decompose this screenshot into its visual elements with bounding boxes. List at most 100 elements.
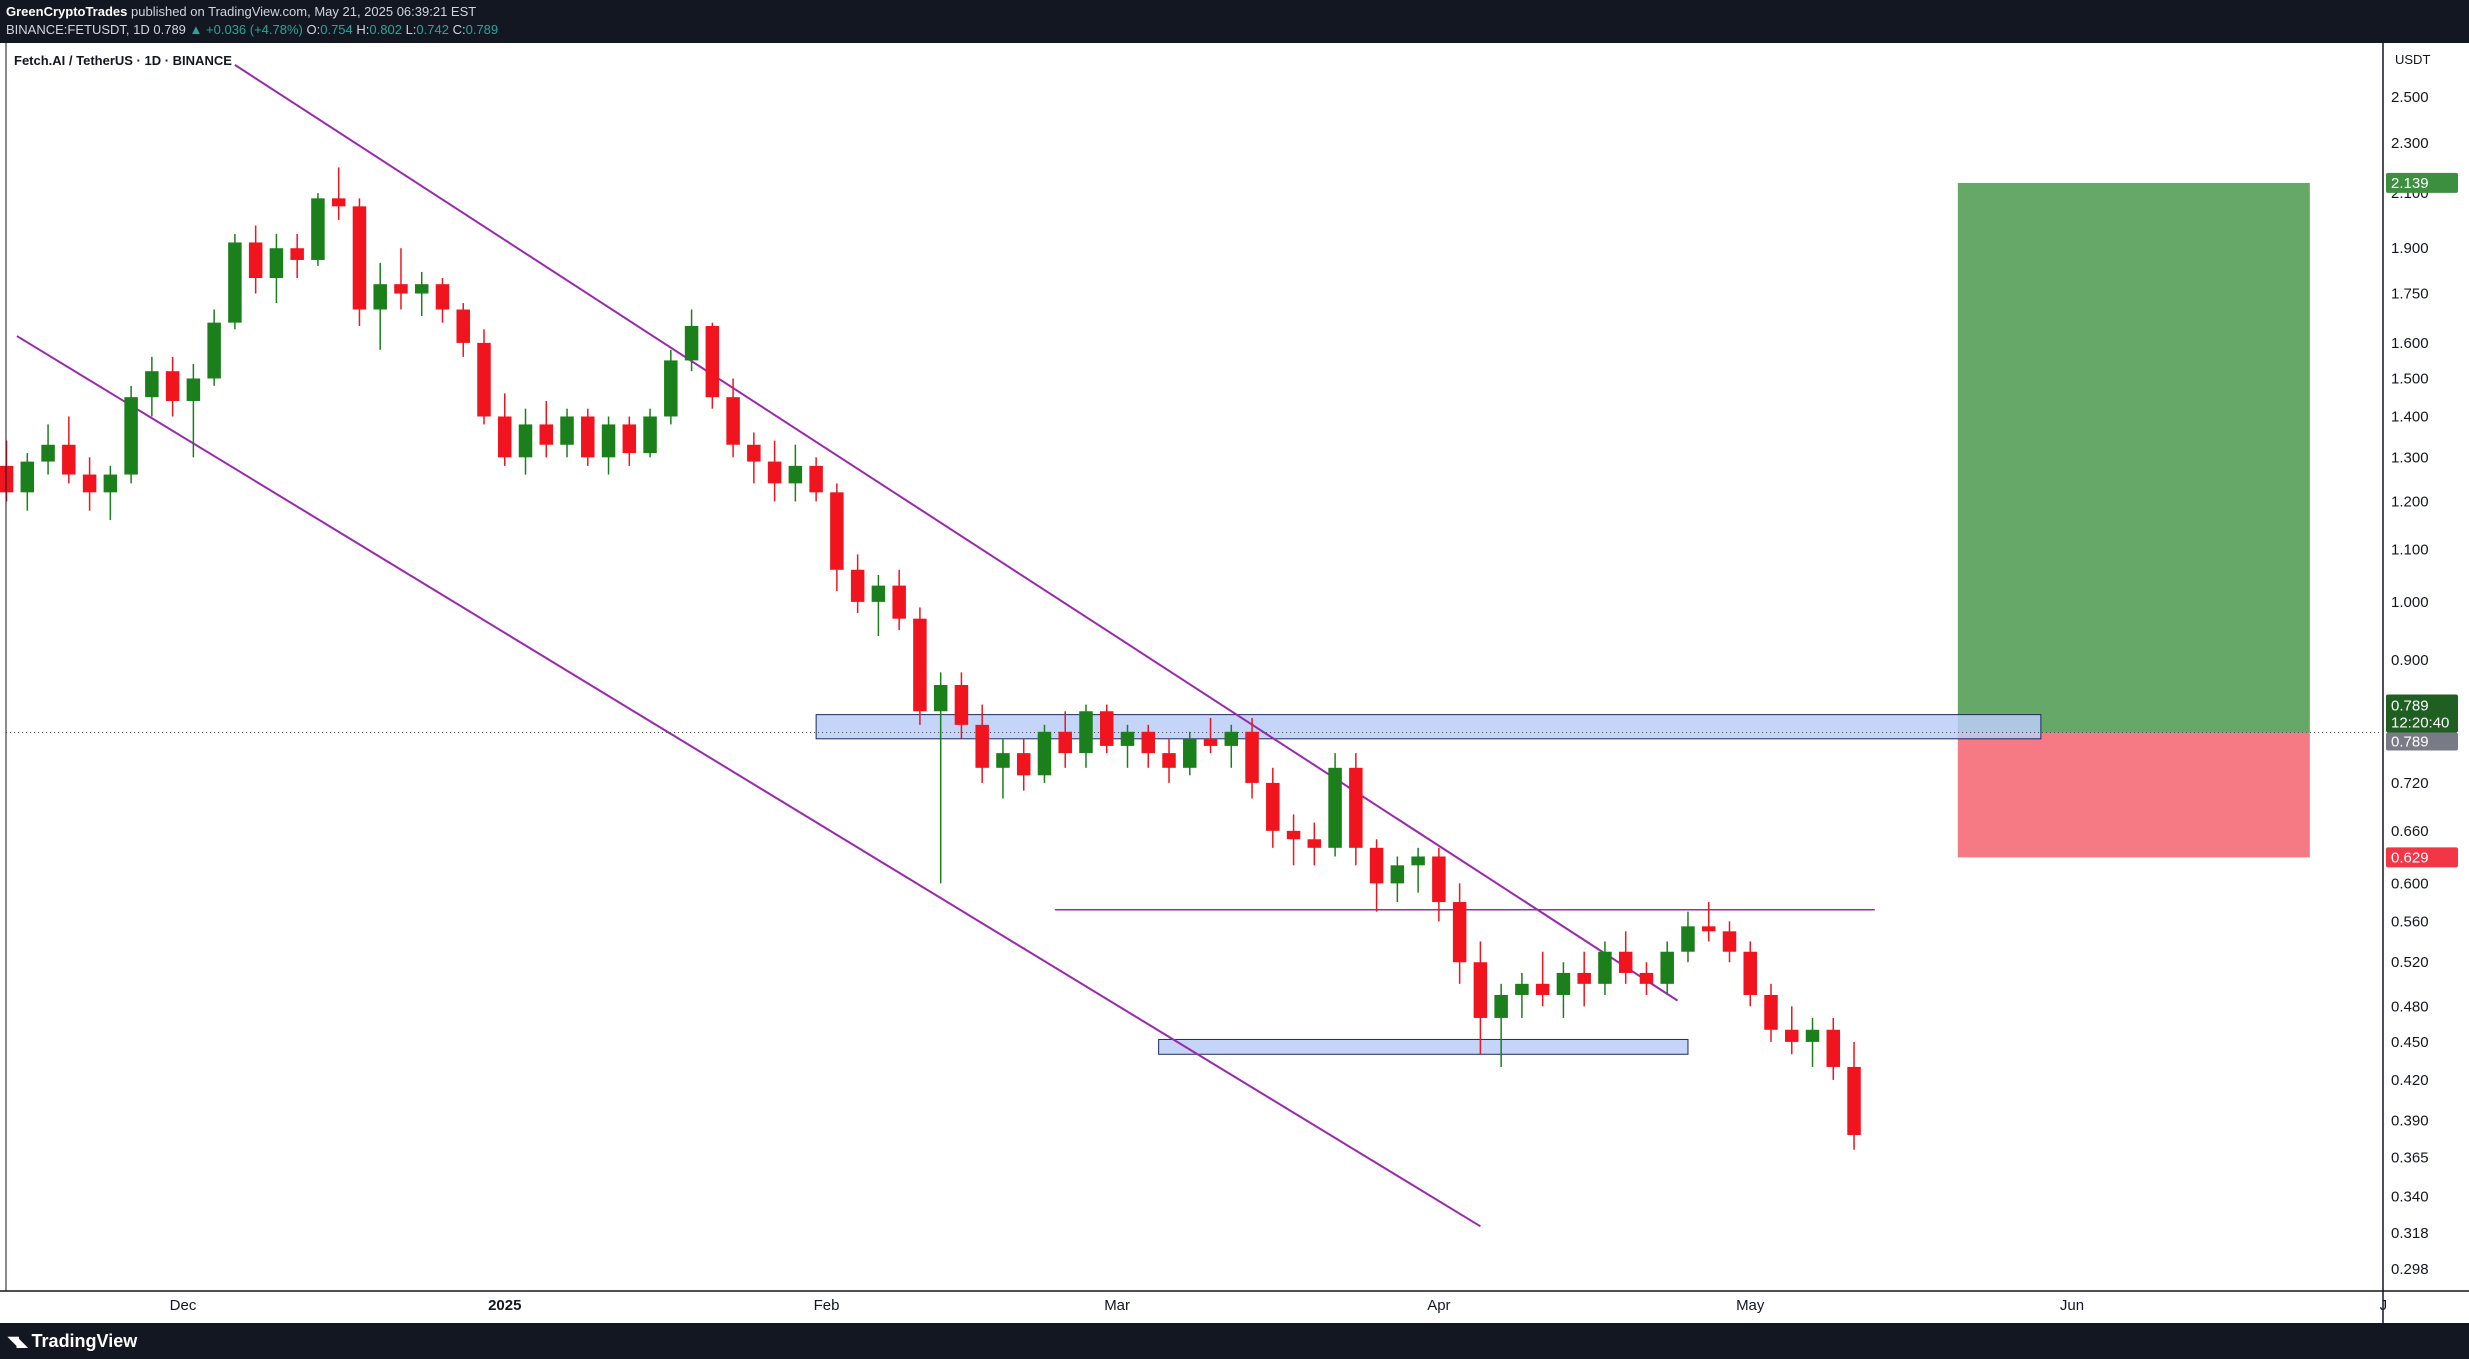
symbol-line: BINANCE:FETUSDT, 1D	[6, 22, 150, 37]
y-tick-label: 1.000	[2391, 594, 2429, 611]
candle-body	[684, 325, 699, 361]
y-tick-label: 0.520	[2391, 954, 2429, 971]
low-value: 0.742	[416, 22, 449, 37]
drawings	[6, 64, 2382, 1228]
last-secondary-tag: 0.789	[2391, 733, 2429, 750]
candle-body	[1162, 753, 1176, 768]
candle-body	[311, 198, 325, 260]
candle-body	[82, 474, 97, 493]
axes: USDT2.5002.3002.1001.9001.7501.6001.5001…	[0, 43, 2469, 1323]
zones	[815, 714, 2042, 1055]
target-price-tag: 2.139	[2391, 175, 2429, 192]
candle-body	[1764, 994, 1778, 1030]
candle-body	[788, 465, 803, 484]
support-zone-2[interactable]	[1158, 1038, 1689, 1055]
candle-body	[207, 322, 221, 379]
candle-body	[767, 461, 782, 484]
candle-body	[581, 416, 595, 458]
candle-body	[1826, 1029, 1841, 1067]
candle-body	[1266, 782, 1280, 831]
y-tick-label: 0.340	[2391, 1188, 2429, 1205]
y-tick-label: 1.300	[2391, 449, 2429, 466]
y-tick-label: 0.480	[2391, 998, 2429, 1015]
candle-body	[1328, 767, 1342, 848]
y-tick-label: 0.390	[2391, 1113, 2429, 1130]
candle-body	[892, 585, 906, 619]
candle-body	[0, 465, 14, 493]
y-tick-label: 1.600	[2391, 335, 2429, 352]
y-tick-label: 2.500	[2391, 89, 2429, 106]
change-value: ▲ +0.036 (+4.78%)	[189, 22, 303, 37]
candle-body	[1432, 856, 1446, 903]
candle-body	[290, 248, 304, 260]
candle-body	[331, 198, 346, 207]
candle-body	[1245, 731, 1259, 783]
candle-body	[477, 342, 491, 417]
candle-body	[643, 416, 657, 454]
candle-body	[394, 284, 408, 294]
y-tick-label: 1.400	[2391, 408, 2429, 425]
candle-body	[1079, 711, 1093, 754]
candle-body	[352, 206, 367, 310]
candle-body	[1618, 951, 1633, 973]
x-tick-label: Apr	[1427, 1297, 1450, 1314]
candle-body	[850, 569, 865, 602]
candle-body	[560, 416, 574, 445]
candle-body	[1577, 972, 1591, 984]
tradingview-logo[interactable]: ◥◣ TradingView	[8, 1331, 137, 1352]
candle-body	[1016, 753, 1031, 776]
candle-body	[228, 242, 242, 323]
candle-body	[1224, 731, 1239, 746]
y-tick-label: 1.200	[2391, 493, 2429, 510]
close-value: 0.789	[465, 22, 499, 37]
candle-body	[1722, 931, 1737, 952]
y-tick-label: 1.100	[2391, 541, 2429, 558]
low-label: L:	[405, 22, 417, 37]
candle-body	[1805, 1029, 1820, 1042]
footer-bar: ◥◣ TradingView	[0, 1323, 2469, 1359]
channel-line-2[interactable]	[16, 335, 1481, 1228]
candle-body	[269, 248, 284, 279]
x-tick-label: Mar	[1104, 1297, 1130, 1314]
candle-body	[622, 424, 637, 454]
candle-body	[186, 378, 201, 401]
y-tick-label: 1.750	[2391, 286, 2429, 303]
open-value: 0.754	[320, 22, 353, 37]
candle-body	[1307, 839, 1322, 848]
candle-body	[1369, 847, 1384, 884]
stop-zone[interactable]	[1957, 732, 2310, 858]
candle-body	[1099, 711, 1114, 746]
candle-body	[145, 371, 159, 398]
channel-line-1[interactable]	[234, 64, 1679, 1002]
candle-body	[248, 242, 263, 279]
candle-body	[747, 444, 761, 462]
candle-body	[1494, 994, 1508, 1018]
candle-body	[1037, 731, 1052, 776]
author-name[interactable]: GreenCryptoTrades	[6, 4, 128, 19]
x-tick-label: Jun	[2060, 1297, 2084, 1314]
price-chart[interactable]: USDT2.5002.3002.1001.9001.7501.6001.5001…	[0, 0, 2469, 1323]
stop-price-tag-bg	[2386, 847, 2458, 868]
close-label: C:	[452, 22, 466, 37]
y-tick-label: 0.450	[2391, 1034, 2429, 1051]
candle-body	[1411, 856, 1425, 866]
candle-body	[1349, 767, 1363, 848]
y-tick-label: 1.500	[2391, 370, 2429, 387]
candle-body	[809, 465, 823, 493]
countdown-tag: 12:20:40	[2391, 714, 2449, 731]
x-tick-label: May	[1736, 1297, 1765, 1314]
candle-body	[1743, 951, 1757, 995]
candle-body	[1535, 983, 1550, 995]
y-tick-label: 1.900	[2391, 240, 2429, 257]
y-tick-label: 0.298	[2391, 1261, 2429, 1278]
target-zone[interactable]	[1957, 182, 2310, 733]
support-zone-1[interactable]	[815, 714, 2042, 740]
candle-body	[1286, 830, 1301, 840]
candle-body	[124, 397, 138, 475]
x-tick-label: Dec	[170, 1297, 197, 1314]
candle-body	[871, 585, 886, 602]
candle-body	[996, 753, 1010, 768]
published-text: published on TradingView.com, May 21, 20…	[131, 4, 477, 19]
last-value: 0.789	[153, 22, 186, 37]
x-tick-label: 2025	[488, 1297, 521, 1314]
